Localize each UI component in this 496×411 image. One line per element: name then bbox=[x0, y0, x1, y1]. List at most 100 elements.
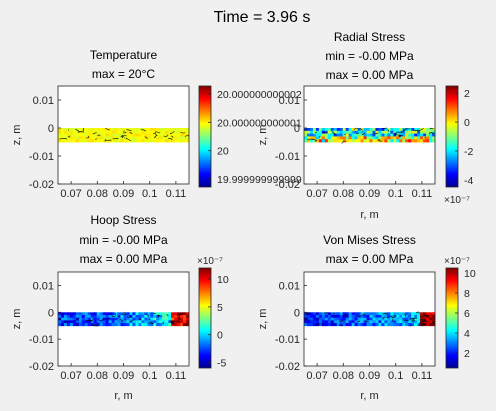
contour-lines bbox=[58, 127, 190, 142]
field-cell bbox=[156, 133, 160, 137]
field-cell bbox=[351, 314, 356, 319]
field-cell bbox=[126, 320, 130, 324]
field-cell bbox=[333, 139, 338, 143]
field-cell bbox=[168, 317, 172, 321]
field-cell bbox=[378, 139, 382, 143]
field-cell bbox=[135, 314, 139, 319]
field-cell bbox=[162, 320, 166, 324]
field-cell bbox=[309, 317, 314, 321]
field-cell bbox=[63, 312, 68, 316]
field-cell bbox=[375, 314, 379, 319]
field-cell bbox=[381, 128, 385, 132]
field-cell bbox=[348, 323, 353, 327]
field-cell bbox=[58, 130, 62, 134]
field-cell bbox=[84, 133, 89, 137]
field-cell bbox=[111, 136, 115, 140]
field-cell bbox=[354, 136, 358, 140]
field-cell bbox=[339, 128, 344, 132]
field-cell bbox=[87, 317, 92, 321]
field-cell bbox=[417, 320, 421, 324]
field-cell bbox=[384, 136, 388, 140]
field-cell bbox=[102, 130, 107, 134]
colorbar-tick-label: 20.000000000002 bbox=[217, 89, 302, 101]
field-cell bbox=[408, 317, 412, 321]
field-cell bbox=[339, 133, 344, 137]
field-cell bbox=[84, 139, 89, 143]
field-cell bbox=[432, 133, 436, 137]
y-tick-label: 0.01 bbox=[279, 280, 300, 292]
field-cell bbox=[372, 128, 376, 132]
field-cell bbox=[138, 136, 142, 140]
y-tick-label: -0.01 bbox=[275, 334, 300, 346]
field-cell bbox=[114, 312, 118, 316]
field-cell bbox=[105, 314, 110, 319]
field-cell bbox=[387, 312, 391, 316]
field-cell bbox=[342, 136, 347, 140]
field-cell bbox=[318, 317, 323, 321]
x-tick-label: 0.1 bbox=[142, 188, 157, 200]
field-cell bbox=[93, 317, 98, 321]
field-cell bbox=[378, 320, 382, 324]
field-cell bbox=[129, 133, 133, 137]
field-cell bbox=[72, 139, 77, 143]
field-cell bbox=[304, 314, 308, 319]
field-cell bbox=[387, 133, 391, 137]
field-cell bbox=[120, 312, 124, 316]
field-cell bbox=[138, 139, 142, 143]
field-cell bbox=[72, 314, 77, 319]
field-cell bbox=[90, 133, 95, 137]
x-tick-label: 0.07 bbox=[306, 188, 327, 200]
field-cell bbox=[390, 136, 394, 140]
field-cell bbox=[366, 314, 370, 319]
field-cell bbox=[90, 312, 95, 316]
field-cell bbox=[183, 323, 187, 327]
field-cell bbox=[105, 317, 110, 321]
field-cell bbox=[93, 136, 98, 140]
field-cell bbox=[63, 317, 68, 321]
field-cell bbox=[372, 136, 376, 140]
field-cell bbox=[372, 130, 376, 134]
field-cell bbox=[432, 320, 436, 324]
field-cell bbox=[411, 323, 415, 327]
field-cell bbox=[348, 136, 353, 140]
field-cell bbox=[69, 139, 74, 143]
x-tick-label: 0.09 bbox=[113, 370, 134, 382]
colorbar-tick-label: 10 bbox=[217, 274, 229, 286]
field-cell bbox=[378, 312, 382, 316]
field-cell bbox=[360, 320, 364, 324]
field-cell bbox=[304, 323, 308, 327]
field-cell bbox=[132, 136, 136, 140]
field-cell bbox=[66, 130, 71, 134]
field-cell bbox=[369, 320, 373, 324]
field-cell bbox=[108, 317, 112, 321]
field-cell bbox=[165, 133, 169, 137]
contour-lines bbox=[305, 311, 436, 327]
field-cell bbox=[111, 128, 115, 132]
subplot-2: Radial Stress min = -0.00 MPa max = 0.00 M… bbox=[257, 30, 473, 221]
field-cell bbox=[417, 130, 421, 134]
field-cell bbox=[162, 314, 166, 319]
y-axis-label: z, m bbox=[257, 309, 269, 330]
field-cell bbox=[132, 139, 136, 143]
field-cell bbox=[393, 133, 397, 137]
field-cell bbox=[174, 133, 178, 137]
field-cell bbox=[180, 317, 184, 321]
field-cell bbox=[348, 317, 353, 321]
field-cell bbox=[408, 130, 412, 134]
field-cell bbox=[363, 128, 367, 132]
field-cell bbox=[93, 133, 98, 137]
field-cell bbox=[165, 314, 169, 319]
field-cell bbox=[87, 128, 92, 132]
field-cell bbox=[135, 139, 139, 143]
field-cell bbox=[312, 320, 317, 324]
field-cell bbox=[351, 136, 356, 140]
field-cell bbox=[405, 323, 409, 327]
field-cell bbox=[159, 323, 163, 327]
field-cell bbox=[384, 323, 388, 327]
field-cell bbox=[426, 314, 430, 319]
field-cell bbox=[426, 128, 430, 132]
field-cell bbox=[126, 136, 130, 140]
field-cell bbox=[333, 320, 338, 324]
field-cell bbox=[120, 317, 124, 321]
field-cell bbox=[304, 320, 308, 324]
